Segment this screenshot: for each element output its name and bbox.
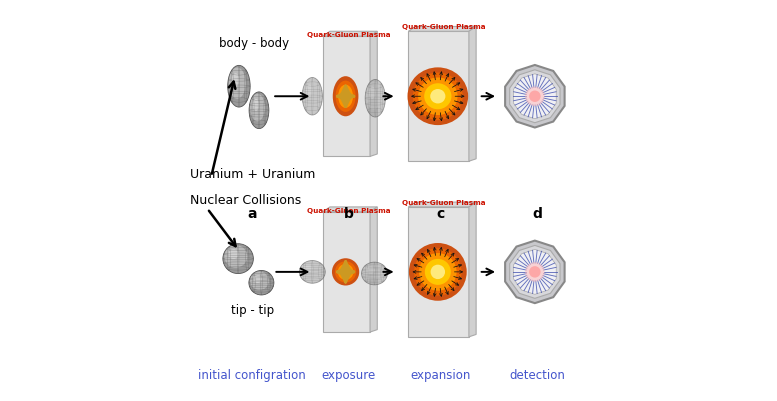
Ellipse shape (232, 73, 239, 87)
Ellipse shape (303, 79, 319, 107)
Text: a: a (247, 207, 257, 221)
Text: Uranium + Uranium: Uranium + Uranium (190, 168, 315, 181)
Text: expansion: expansion (410, 369, 471, 382)
Ellipse shape (430, 89, 445, 103)
Ellipse shape (338, 264, 354, 280)
Text: Quark-Gluon Plasma: Quark-Gluon Plasma (402, 24, 486, 30)
Text: tip - tip: tip - tip (231, 304, 274, 317)
Text: d: d (532, 207, 542, 221)
Text: b: b (343, 207, 354, 221)
Ellipse shape (525, 87, 545, 106)
Ellipse shape (366, 81, 382, 109)
Text: Nuclear Collisions: Nuclear Collisions (190, 194, 301, 207)
Ellipse shape (225, 245, 247, 267)
Polygon shape (322, 207, 378, 212)
Text: exposure: exposure (321, 369, 375, 382)
Ellipse shape (332, 258, 359, 286)
Ellipse shape (365, 79, 385, 117)
Ellipse shape (228, 65, 250, 107)
Ellipse shape (341, 89, 350, 104)
Ellipse shape (305, 265, 312, 272)
Text: initial configration: initial configration (198, 369, 306, 382)
Text: body - body: body - body (219, 37, 289, 50)
Ellipse shape (424, 83, 451, 109)
Ellipse shape (419, 253, 457, 291)
Ellipse shape (340, 267, 350, 277)
Polygon shape (322, 31, 378, 36)
Polygon shape (322, 212, 370, 332)
Polygon shape (409, 26, 476, 31)
Text: Quark-Gluon Plasma: Quark-Gluon Plasma (402, 200, 486, 206)
Ellipse shape (409, 243, 467, 301)
Ellipse shape (253, 99, 260, 111)
Ellipse shape (301, 261, 320, 279)
Ellipse shape (407, 67, 468, 125)
Ellipse shape (343, 93, 348, 100)
Ellipse shape (333, 76, 358, 116)
Ellipse shape (529, 91, 541, 102)
Polygon shape (322, 36, 370, 156)
Ellipse shape (306, 85, 312, 97)
Ellipse shape (367, 266, 375, 274)
Polygon shape (370, 31, 378, 156)
Ellipse shape (361, 262, 388, 285)
Ellipse shape (228, 249, 239, 259)
Ellipse shape (335, 261, 356, 283)
Polygon shape (510, 70, 560, 123)
Ellipse shape (228, 67, 246, 99)
Ellipse shape (249, 270, 274, 295)
Ellipse shape (343, 269, 348, 274)
Ellipse shape (250, 94, 265, 121)
Polygon shape (469, 202, 476, 337)
Polygon shape (469, 26, 476, 161)
Ellipse shape (363, 263, 382, 280)
Text: detection: detection (509, 369, 565, 382)
Ellipse shape (299, 261, 326, 283)
Ellipse shape (425, 259, 451, 285)
Polygon shape (514, 249, 556, 294)
Ellipse shape (338, 85, 353, 108)
Ellipse shape (253, 275, 262, 283)
Polygon shape (505, 65, 565, 128)
Polygon shape (409, 207, 469, 337)
Ellipse shape (369, 87, 375, 99)
Polygon shape (514, 74, 556, 119)
Polygon shape (370, 207, 378, 332)
Polygon shape (505, 241, 565, 303)
Ellipse shape (414, 248, 462, 296)
Ellipse shape (418, 77, 458, 115)
Ellipse shape (250, 272, 269, 290)
Polygon shape (409, 31, 469, 161)
Text: Quark-Gluon Plasma: Quark-Gluon Plasma (307, 208, 391, 214)
Ellipse shape (336, 81, 356, 112)
Ellipse shape (223, 244, 253, 273)
Ellipse shape (430, 265, 445, 279)
Text: c: c (437, 207, 444, 221)
Ellipse shape (529, 266, 541, 277)
Ellipse shape (302, 77, 322, 115)
Text: Quark-Gluon Plasma: Quark-Gluon Plasma (307, 32, 391, 38)
Polygon shape (409, 202, 476, 207)
Ellipse shape (413, 73, 462, 120)
Polygon shape (510, 245, 560, 298)
Ellipse shape (249, 92, 269, 129)
Ellipse shape (525, 262, 545, 282)
